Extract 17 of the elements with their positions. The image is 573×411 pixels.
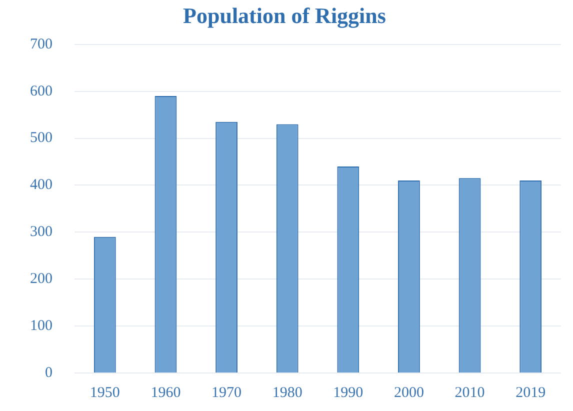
- x-tick-label: 1990: [333, 384, 364, 401]
- x-tick-label: 2000: [394, 384, 424, 401]
- y-tick-label: 600: [30, 83, 52, 100]
- y-tick-label: 200: [30, 271, 52, 288]
- x-tick-label: 2019: [516, 384, 546, 401]
- y-tick-label: 700: [30, 36, 52, 52]
- y-tick-label: 0: [45, 364, 52, 381]
- x-tick-label: 1980: [272, 384, 302, 401]
- x-tick-label: 2010: [454, 384, 485, 401]
- x-tick-label: 1960: [150, 384, 181, 401]
- x-tick-label: 1950: [90, 384, 120, 401]
- y-tick-label: 400: [30, 177, 52, 194]
- y-tick-label: 500: [30, 130, 52, 146]
- y-tick-label: 300: [30, 224, 52, 240]
- chart-title: Population of Riggins: [183, 2, 386, 28]
- x-tick-label: 1970: [212, 384, 242, 401]
- y-tick-label: 100: [30, 318, 52, 334]
